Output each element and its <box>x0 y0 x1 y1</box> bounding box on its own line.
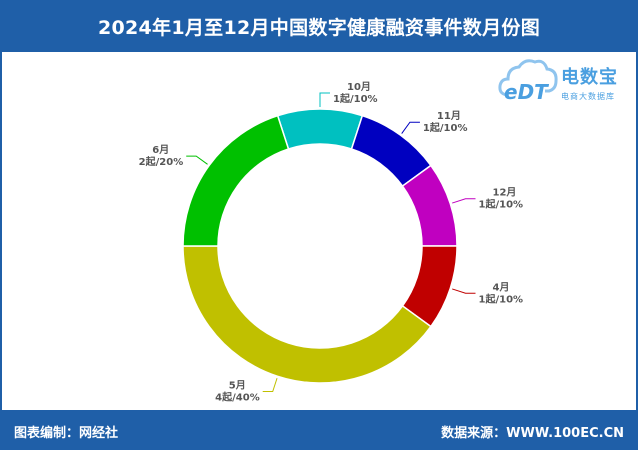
slice-label-month-1: 10月 <box>347 81 371 93</box>
slice-label-month-2: 11月 <box>437 110 461 122</box>
donut-chart: 10月1起/10%11月1起/10%12月1起/10%4月1起/10%5月4起/… <box>139 81 524 404</box>
cloud-edt-icon: eDT <box>498 59 558 104</box>
footer-bar: 图表编制：网经社 数据来源：WWW.100EC.CN <box>0 410 638 450</box>
chart-title-bar: 2024年1月至12月中国数字健康融资事件数月份图 <box>0 0 638 52</box>
donut-slice-5 <box>182 245 432 384</box>
slice-label-detail-3: 1起/10% <box>479 198 524 211</box>
footer-credit: 图表编制：网经社 <box>14 426 119 441</box>
chart-title: 2024年1月至12月中国数字健康融资事件数月份图 <box>97 16 541 39</box>
donut-slice-1 <box>276 108 364 150</box>
slice-label-detail-2: 1起/10% <box>423 121 468 134</box>
leader-line-1 <box>319 92 330 107</box>
slice-label-month-5: 5月 <box>229 380 246 392</box>
slice-label-month-6: 6月 <box>152 144 169 156</box>
slice-label-month-3: 12月 <box>493 187 517 199</box>
leader-line-2 <box>401 121 420 134</box>
logo-brand: 电数宝 <box>561 67 618 88</box>
slice-label-detail-6: 2起/20% <box>139 155 184 168</box>
slice-label-detail-1: 1起/10% <box>333 92 378 105</box>
leader-line-6 <box>186 155 208 165</box>
svg-text:eDT: eDT <box>504 80 549 104</box>
slice-label-detail-4: 1起/10% <box>479 292 524 305</box>
logo: eDT 电数宝 电商大数据库 <box>497 55 627 110</box>
slice-label-detail-5: 4起/40% <box>215 391 260 404</box>
footer-source: 数据来源：WWW.100EC.CN <box>441 426 624 441</box>
donut-slice-6 <box>182 114 290 247</box>
leader-line-4 <box>452 288 476 294</box>
logo-subtitle: 电商大数据库 <box>561 92 615 101</box>
leader-line-5 <box>262 378 278 393</box>
slice-label-month-4: 4月 <box>493 281 510 293</box>
leader-line-3 <box>452 198 476 204</box>
